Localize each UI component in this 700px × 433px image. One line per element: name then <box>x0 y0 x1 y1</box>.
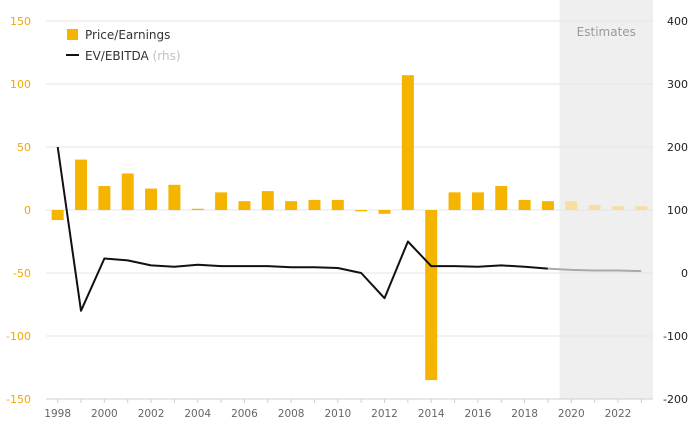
pe-bar <box>611 206 624 210</box>
pe-bar <box>635 206 648 210</box>
right-tick-label: 100 <box>667 204 688 217</box>
pe-bar <box>541 201 554 210</box>
pe-bar <box>145 188 158 210</box>
pe-bar <box>401 75 414 211</box>
x-tick-label: 2014 <box>418 408 445 420</box>
ev-ebitda-estimate-line <box>547 267 642 273</box>
x-tick-label: 2016 <box>465 408 492 420</box>
left-tick-label: 0 <box>24 204 31 217</box>
x-tick-label: 2012 <box>371 408 398 420</box>
legend-label-ev: EV/EBITDA (rhs) <box>85 49 181 63</box>
legend-label-ev-suffix: (rhs) <box>153 49 181 63</box>
left-tick-label: 50 <box>17 141 31 154</box>
pe-bar <box>425 210 438 381</box>
pe-bar <box>191 208 204 210</box>
left-tick-label: -50 <box>13 267 31 280</box>
pe-bar <box>355 210 368 212</box>
legend-swatch-pe <box>67 29 78 40</box>
right-tick-label: -100 <box>663 330 688 343</box>
pe-bar <box>75 159 88 210</box>
pe-bar <box>518 199 531 210</box>
pe-bar <box>495 186 508 210</box>
pe-bar <box>98 186 111 210</box>
pe-bar <box>261 191 274 210</box>
x-tick-label: 2006 <box>231 408 258 420</box>
legend-label-pe: Price/Earnings <box>85 28 170 42</box>
pe-bar <box>448 192 461 210</box>
left-tick-label: -150 <box>6 393 31 406</box>
estimates-band <box>559 0 653 399</box>
pe-bar <box>51 210 64 221</box>
pe-bar <box>238 201 251 210</box>
x-tick-label: 2022 <box>605 408 632 420</box>
pe-bar <box>565 201 578 210</box>
x-tick-label: 2004 <box>184 408 211 420</box>
right-tick-label: -200 <box>663 393 688 406</box>
x-tick-label: 2000 <box>91 408 118 420</box>
x-axis: 1998 2000 2002 2004 2006 2008 2010 2012 2014 2016… <box>44 398 653 420</box>
bar-series <box>51 75 648 381</box>
ev-ebitda-line <box>56 146 548 312</box>
pe-bar <box>285 201 298 210</box>
left-tick-label: -100 <box>6 330 31 343</box>
pe-bar <box>378 210 391 214</box>
left-axis: 150 100 50 0 -50 -100 -150 <box>6 15 31 406</box>
left-tick-label: 100 <box>10 78 31 91</box>
line-series <box>56 146 642 312</box>
x-tick-label: 2002 <box>138 408 165 420</box>
pe-bar <box>471 192 484 210</box>
pe-bar <box>588 204 601 210</box>
pe-bar <box>308 199 321 210</box>
left-tick-label: 150 <box>10 15 31 28</box>
pe-bar <box>168 184 181 210</box>
pe-bar <box>331 199 344 210</box>
right-tick-label: 300 <box>667 78 688 91</box>
pe-bar <box>121 173 134 210</box>
right-axis: 400 300 200 100 0 -100 -200 <box>663 15 688 406</box>
legend: Price/Earnings EV/EBITDA (rhs) <box>66 28 181 63</box>
right-tick-label: 400 <box>667 15 688 28</box>
pe-bar <box>215 192 228 210</box>
x-tick-label: 2010 <box>324 408 351 420</box>
right-tick-label: 0 <box>681 267 688 280</box>
x-tick-label: 2020 <box>558 408 585 420</box>
legend-label-ev-name: EV/EBITDA <box>85 49 150 63</box>
x-tick-label: 2008 <box>278 408 305 420</box>
x-tick-label: 2018 <box>511 408 538 420</box>
estimates-label: Estimates <box>577 25 636 39</box>
right-tick-label: 200 <box>667 141 688 154</box>
x-tick-label: 1998 <box>44 408 71 420</box>
